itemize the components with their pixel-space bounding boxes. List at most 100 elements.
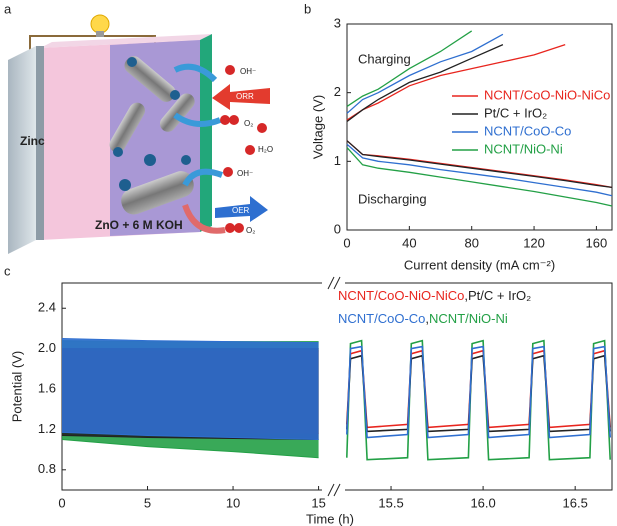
- x-tick-label: 120: [523, 235, 545, 250]
- panel-label: a: [4, 1, 12, 16]
- x-tick-label: 16.0: [470, 495, 495, 510]
- annotation: Charging: [358, 51, 411, 66]
- discharge-curve: [346, 143, 613, 197]
- molecule: [223, 167, 233, 177]
- x-tick-label: 16.5: [563, 495, 588, 510]
- y-axis-label: Potential (V): [9, 351, 24, 423]
- charge-curve: [346, 30, 473, 107]
- red-arrow: [212, 84, 270, 110]
- legend-separator: ,: [425, 311, 429, 326]
- blue-arrow: [215, 196, 268, 222]
- x-tick-label: 0: [58, 495, 65, 510]
- species-label: H₂O: [258, 145, 273, 154]
- legend-label: NCNT/NiO-Ni: [429, 311, 508, 326]
- zinc-plate: [8, 46, 36, 254]
- charge-curve: [346, 44, 504, 123]
- arrow-label: OER: [232, 206, 250, 215]
- molecule: [229, 115, 239, 125]
- y-tick-label: 1.2: [38, 421, 56, 436]
- charge-curve: [346, 33, 504, 114]
- axis-break: [333, 276, 341, 290]
- particle: [181, 155, 191, 165]
- cycle-curve: [346, 345, 611, 439]
- legend-separator: ,: [464, 288, 468, 303]
- molecule: [225, 223, 235, 233]
- species-label: OH⁻: [237, 169, 253, 178]
- legend-label: Pt/C + IrO₂: [484, 105, 547, 120]
- species-label: O₂: [246, 226, 255, 235]
- y-tick-label: 3: [334, 15, 341, 30]
- x-tick-label: 15.5: [378, 495, 403, 510]
- particle: [170, 90, 180, 100]
- discharge-curve: [346, 140, 613, 189]
- envelope-lower: [61, 431, 319, 440]
- envelope-upper: [61, 338, 319, 344]
- species-label: O₂: [244, 119, 253, 128]
- x-tick-label: 5: [144, 495, 151, 510]
- x-tick-label: 160: [586, 235, 608, 250]
- y-tick-label: 1: [334, 153, 341, 168]
- right-plot: [346, 339, 611, 461]
- nanotube: [124, 56, 176, 102]
- molecule: [234, 223, 244, 233]
- legend-label: NCNT/CoO-NiO-NiCo: [484, 87, 610, 102]
- particle: [119, 179, 131, 191]
- y-tick-label: 2.0: [38, 340, 56, 355]
- bulb-base: [96, 31, 104, 37]
- y-axis-label: Voltage (V): [310, 95, 325, 159]
- x-tick-label: 0: [343, 235, 350, 250]
- x-axis-label: Current density (mA cm⁻²): [404, 257, 555, 272]
- legend-label: NCNT/NiO-Ni: [484, 141, 563, 156]
- legend: NCNT/CoO-NiO-NiCo,Pt/C + IrO₂: [338, 288, 531, 303]
- charge-curve: [346, 43, 566, 121]
- particle: [113, 147, 123, 157]
- discharge-curve: [346, 147, 613, 207]
- legend: NCNT/CoO-Co,NCNT/NiO-Ni: [338, 311, 508, 326]
- zinc-label: Zinc: [20, 134, 45, 148]
- y-tick-label: 2: [334, 84, 341, 99]
- panel-label: b: [304, 1, 311, 16]
- cycle-curve: [346, 339, 611, 461]
- axis-break: [333, 483, 341, 497]
- cycle-curve: [346, 349, 611, 429]
- plot-frame: [346, 23, 613, 231]
- x-tick-label: 15: [311, 495, 325, 510]
- arrow: [173, 63, 218, 83]
- axis-break: [327, 276, 335, 290]
- x-tick-label: 80: [464, 235, 478, 250]
- cycling-band: [62, 338, 319, 440]
- particle: [144, 154, 156, 166]
- x-tick-label: 10: [226, 495, 240, 510]
- nanotube: [121, 171, 194, 215]
- species-label: OH⁻: [240, 67, 256, 76]
- axis-break: [327, 483, 335, 497]
- plot-frame: [345, 282, 613, 491]
- y-tick-label: 1.6: [38, 380, 56, 395]
- molecule: [225, 65, 235, 75]
- arrow: [182, 203, 226, 234]
- molecule: [220, 115, 230, 125]
- x-tick-label: 40: [402, 235, 416, 250]
- cycle-curve: [346, 354, 611, 433]
- nanotube: [109, 102, 145, 153]
- envelope-lower: [61, 439, 319, 459]
- legend-label: NCNT/CoO-NiO-NiCo: [338, 288, 464, 303]
- electrolyte-label: ZnO + 6 M KOH: [95, 218, 183, 232]
- bulb: [90, 14, 110, 34]
- legend-label: Pt/C + IrO₂: [468, 288, 531, 303]
- arrow-label: ORR: [236, 92, 254, 101]
- y-tick-label: 0.8: [38, 461, 56, 476]
- molecule: [245, 145, 255, 155]
- panel-label: c: [4, 263, 11, 278]
- nanotube: [160, 93, 195, 132]
- legend-label: NCNT/CoO-Co: [338, 311, 425, 326]
- air-electrode: [200, 34, 212, 232]
- molecule: [257, 123, 267, 133]
- arrow: [173, 112, 222, 127]
- arrow: [182, 168, 224, 187]
- box-top: [40, 34, 212, 48]
- y-tick-label: 2.4: [38, 300, 56, 315]
- zinc-edge: [36, 46, 44, 240]
